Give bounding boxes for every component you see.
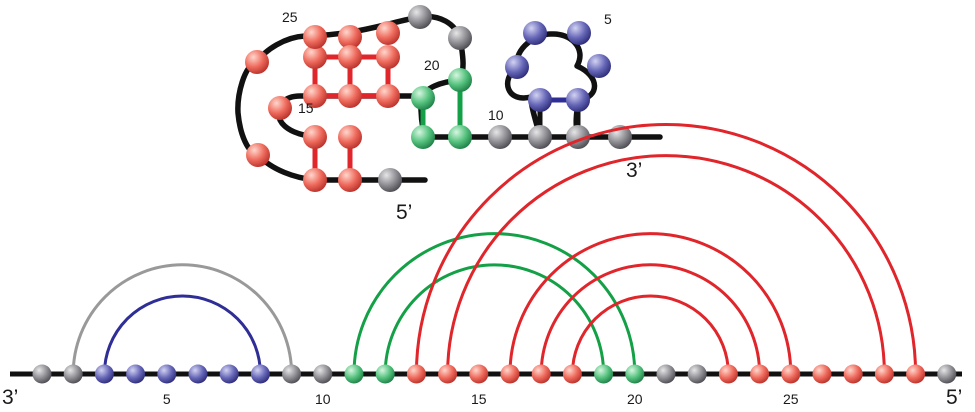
arc-red <box>446 154 886 375</box>
nucleotide-green <box>448 125 472 149</box>
arc-nucleotide-red <box>406 364 426 384</box>
arc-nucleotide-grey <box>32 364 52 384</box>
nucleotide-blue <box>505 55 529 79</box>
arc-nucleotide-grey <box>282 364 302 384</box>
arc-nucleotide-red <box>469 364 489 384</box>
arc-red <box>570 294 730 375</box>
arc-red <box>508 232 793 375</box>
nucleotide-blue <box>528 88 552 112</box>
arc-nucleotide-red <box>812 364 832 384</box>
nucleotide-red <box>303 168 327 192</box>
nucleotide-red <box>303 125 327 149</box>
arc-nucleotide-green <box>594 364 614 384</box>
arc-red <box>414 122 918 375</box>
nucleotide-red <box>376 45 400 69</box>
nucleotide-grey <box>488 125 512 149</box>
arc-nucleotide-red <box>750 364 770 384</box>
arc-index-label: 25 <box>783 391 799 407</box>
arc-nucleotide-blue <box>188 364 208 384</box>
arc-nucleotide-grey <box>656 364 676 384</box>
nucleotide-grey <box>448 26 472 50</box>
arc-nucleotide-grey <box>313 364 333 384</box>
arc-nucleotide-blue <box>126 364 146 384</box>
arc-nucleotide-blue <box>94 364 114 384</box>
secondary-structure: 5 10 15 20 25 5’ 3’ <box>235 5 663 224</box>
arc-nucleotide-green <box>375 364 395 384</box>
arc-nucleotide-grey <box>937 364 957 384</box>
nucleotide-red <box>268 96 292 120</box>
nucleotide-red <box>338 168 362 192</box>
arc-grey <box>71 263 294 375</box>
structure-backbone <box>235 13 663 183</box>
nucleotide-green <box>448 68 472 92</box>
arc-nucleotide-red <box>562 364 582 384</box>
nucleotide-red <box>338 25 362 49</box>
arc-diagram: 3’ 5’ 5 10 15 20 25 <box>2 122 962 409</box>
nucleotide-blue <box>567 21 591 45</box>
arc-nucleotide-green <box>625 364 645 384</box>
nucleotide-blue <box>523 21 547 45</box>
arc-nucleotide-red <box>438 364 458 384</box>
nucleotide-grey <box>528 125 552 149</box>
nucleotide-grey <box>378 168 402 192</box>
arc-red <box>539 263 762 375</box>
nucleotide-green <box>411 86 435 110</box>
nucleotide-red <box>338 84 362 108</box>
nucleotide-green <box>411 125 435 149</box>
arc-index-labels: 5 10 15 20 25 <box>163 391 799 407</box>
arc-end-3: 3’ <box>2 386 18 409</box>
arc-index-label: 10 <box>315 391 331 407</box>
arc-end-5: 5’ <box>946 386 962 409</box>
structure-end-3: 3’ <box>626 159 642 182</box>
structure-label-20: 20 <box>424 57 440 73</box>
arc-nucleotide-red <box>718 364 738 384</box>
nucleotide-red <box>338 45 362 69</box>
arc-nucleotide-red <box>843 364 863 384</box>
arc-nucleotide-blue <box>219 364 239 384</box>
arc-nucleotide-grey <box>687 364 707 384</box>
nucleotide-red <box>376 21 400 45</box>
nucleotide-blue <box>566 88 590 112</box>
arc-nucleotide-blue <box>157 364 177 384</box>
arc-nucleotide-red <box>874 364 894 384</box>
arc-nucleotide-red <box>500 364 520 384</box>
structure-bonds <box>312 54 581 180</box>
arc-nodes <box>32 364 957 384</box>
arc-index-label: 5 <box>163 391 171 407</box>
structure-nucleotides <box>245 5 632 192</box>
structure-label-15: 15 <box>298 100 314 116</box>
nucleotide-red <box>303 25 327 49</box>
nucleotide-red <box>338 125 362 149</box>
nucleotide-red <box>376 84 400 108</box>
structure-label-10: 10 <box>488 107 504 123</box>
structure-label-5: 5 <box>604 11 612 27</box>
nucleotide-red <box>303 84 327 108</box>
nucleotide-red <box>245 50 269 74</box>
nucleotide-red <box>246 143 270 167</box>
arc-nucleotide-grey <box>63 364 83 384</box>
arc-nucleotide-green <box>344 364 364 384</box>
arc-index-label: 20 <box>627 391 643 407</box>
arc-nucleotide-red <box>781 364 801 384</box>
nucleotide-grey <box>408 5 432 29</box>
structure-end-5: 5’ <box>396 201 412 224</box>
arc-nucleotide-red <box>906 364 926 384</box>
arc-nucleotide-red <box>531 364 551 384</box>
arc-nucleotide-blue <box>250 364 270 384</box>
nucleotide-blue <box>587 54 611 78</box>
arc-green <box>352 232 637 375</box>
structure-label-25: 25 <box>282 9 298 25</box>
arc-blue <box>102 294 262 375</box>
nucleotide-red <box>303 45 327 69</box>
arc-arcs <box>71 122 918 375</box>
arc-index-label: 15 <box>471 391 487 407</box>
